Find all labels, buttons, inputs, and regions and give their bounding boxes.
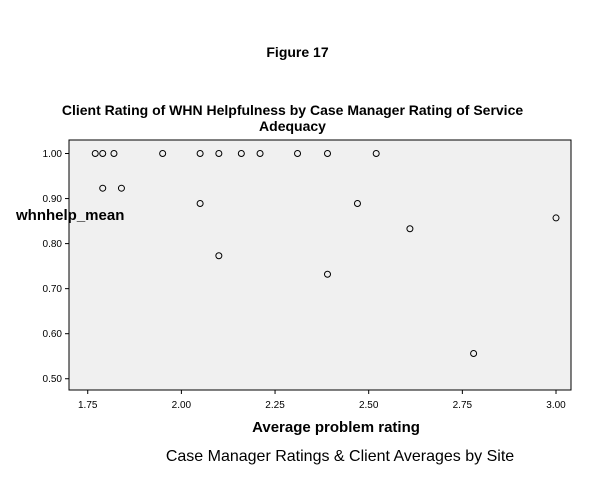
data-point <box>294 150 302 158</box>
y-tick-label: 0.80 <box>43 239 63 250</box>
x-axis-title: Average problem rating <box>252 419 420 436</box>
caption: Case Manager Ratings & Client Averages b… <box>165 448 515 465</box>
data-point <box>256 150 264 158</box>
y-tick-label: 0.50 <box>43 374 63 385</box>
data-point <box>237 150 245 158</box>
y-axis-title: whnhelp_mean <box>15 207 124 224</box>
data-point <box>406 225 414 233</box>
x-tick-label: 2.25 <box>265 400 285 411</box>
data-point <box>323 150 331 158</box>
data-point <box>215 252 223 260</box>
data-point <box>470 350 478 358</box>
data-point <box>323 270 331 278</box>
x-tick-label: 1.75 <box>78 400 98 411</box>
chart-title: Client Rating of WHN Helpfulness by Case… <box>61 102 524 134</box>
data-point <box>372 150 380 158</box>
plot-area <box>68 139 572 391</box>
x-tick-label: 2.75 <box>453 400 473 411</box>
data-point <box>196 150 204 158</box>
data-point <box>159 150 167 158</box>
data-point <box>215 150 223 158</box>
data-point <box>110 150 118 158</box>
x-tick-label: 2.50 <box>359 400 379 411</box>
y-tick-label: 0.70 <box>43 284 63 295</box>
data-point <box>99 150 107 158</box>
data-point <box>91 150 99 158</box>
x-tick-label: 2.00 <box>172 400 192 411</box>
x-tick-label: 3.00 <box>546 400 566 411</box>
data-point <box>196 200 204 208</box>
y-tick-label: 1.00 <box>43 149 63 160</box>
data-point <box>353 200 361 208</box>
y-tick-label: 0.90 <box>43 194 63 205</box>
data-point <box>552 214 560 222</box>
data-point <box>99 184 107 192</box>
figure-label: Figure 17 <box>266 44 329 60</box>
data-point <box>117 184 125 192</box>
y-tick-label: 0.60 <box>43 329 63 340</box>
